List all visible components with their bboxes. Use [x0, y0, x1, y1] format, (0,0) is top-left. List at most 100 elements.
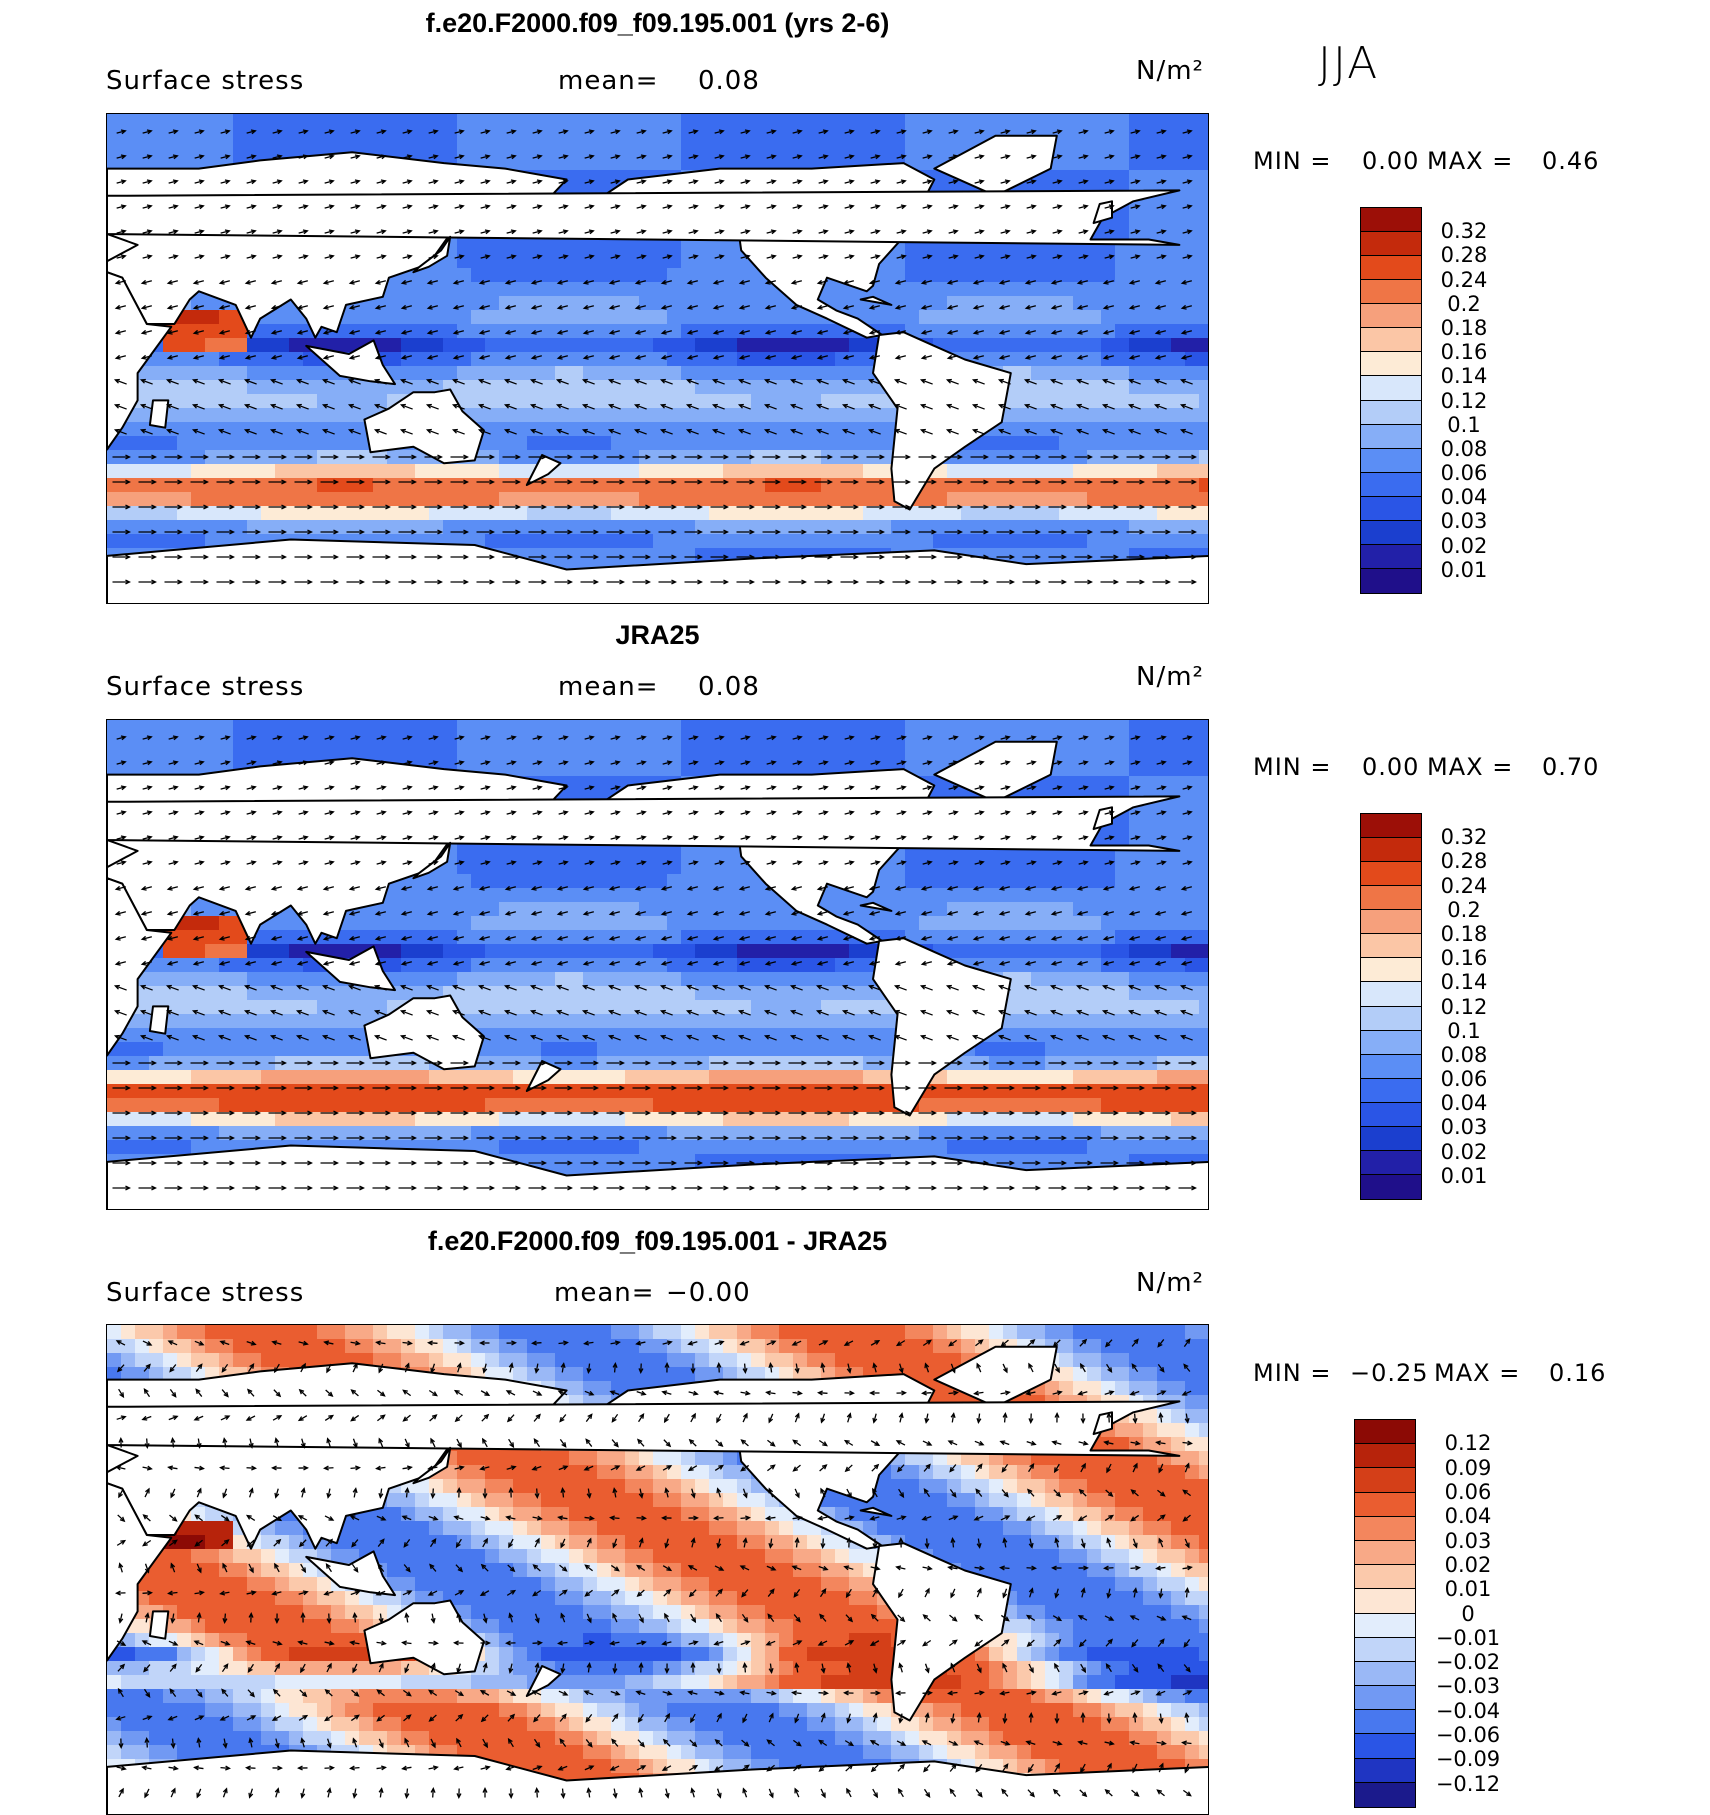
field-cell — [737, 534, 752, 549]
arrow-icon — [688, 229, 699, 235]
field-cell — [961, 114, 976, 129]
field-cell — [415, 338, 430, 353]
field-cell — [625, 720, 640, 735]
arrow-icon — [606, 529, 625, 535]
field-cell — [723, 324, 738, 339]
arrow-icon — [1126, 529, 1145, 535]
field-cell — [835, 506, 850, 521]
field-cell — [233, 338, 248, 353]
field-cell — [723, 930, 738, 945]
field-cell — [177, 142, 192, 157]
field-cell — [1045, 534, 1060, 549]
field-cell — [191, 422, 206, 437]
arrow-icon — [762, 579, 781, 585]
field-cell — [667, 436, 682, 451]
field-cell — [667, 338, 682, 353]
field-cell — [135, 748, 150, 763]
field-cell — [681, 874, 696, 889]
field-cell — [233, 734, 248, 749]
field-cell — [723, 352, 738, 367]
field-cell — [625, 930, 640, 945]
arrow-icon — [632, 454, 651, 460]
field-cell — [835, 520, 850, 535]
field-cell — [541, 240, 556, 255]
field-cell — [1115, 860, 1130, 875]
field-cell — [121, 464, 136, 479]
field-cell — [1115, 888, 1130, 903]
field-cell — [933, 282, 948, 297]
landmass-madagascar — [148, 399, 170, 429]
arrow-icon — [762, 529, 781, 535]
field-cell — [331, 720, 346, 735]
field-cell — [471, 748, 486, 763]
arrow-icon — [142, 179, 153, 185]
field-cell — [205, 338, 220, 353]
arrow-icon — [1128, 279, 1140, 285]
field-cell — [597, 888, 612, 903]
arrow-icon — [892, 479, 911, 485]
field-cell — [1059, 338, 1074, 353]
field-cell — [415, 492, 430, 507]
field-cell — [905, 254, 920, 269]
field-cell — [527, 534, 542, 549]
arrow-icon — [736, 554, 755, 560]
arrow-icon — [1156, 179, 1167, 185]
arrow-icon — [450, 579, 469, 585]
field-cell — [877, 422, 892, 437]
arrow-icon — [632, 579, 651, 585]
field-cell — [569, 748, 584, 763]
field-cell — [919, 520, 934, 535]
field-cell — [1157, 832, 1172, 847]
field-cell — [695, 734, 710, 749]
arrow-icon — [766, 204, 777, 210]
field-cell — [723, 916, 738, 931]
field-cell — [569, 142, 584, 157]
field-cell — [1045, 114, 1060, 129]
field-cell — [499, 408, 514, 423]
arrow-icon — [425, 378, 439, 385]
field-cell — [807, 534, 822, 549]
field-cell — [1087, 734, 1102, 749]
field-cell — [527, 520, 542, 535]
arrow-icon — [138, 454, 157, 460]
arrow-icon — [866, 479, 885, 485]
field-cell — [905, 874, 920, 889]
field-cell — [611, 142, 626, 157]
field-cell — [1003, 310, 1018, 325]
field-cell — [331, 422, 346, 437]
field-cell — [639, 436, 654, 451]
field-cell — [989, 930, 1004, 945]
field-cell — [429, 338, 444, 353]
field-cell — [401, 478, 416, 493]
field-cell — [947, 114, 962, 129]
field-cell — [737, 916, 752, 931]
field-cell — [919, 114, 934, 129]
field-cell — [737, 492, 752, 507]
colorbar-swatch — [1361, 352, 1421, 377]
arrow-icon — [1104, 129, 1115, 135]
field-cell — [583, 128, 598, 143]
arrow-icon — [922, 254, 933, 260]
field-cell — [695, 394, 710, 409]
field-cell — [513, 478, 528, 493]
field-cell — [527, 380, 542, 395]
field-cell — [1087, 394, 1102, 409]
field-cell — [1143, 254, 1158, 269]
field-cell — [975, 534, 990, 549]
field-cell — [1017, 254, 1032, 269]
arrow-icon — [1179, 403, 1193, 410]
field-cell — [107, 464, 122, 479]
field-cell — [583, 762, 598, 777]
field-cell — [1157, 506, 1172, 521]
field-cell — [667, 548, 682, 563]
arrow-icon — [168, 254, 179, 260]
field-cell — [261, 478, 276, 493]
field-cell — [1059, 422, 1074, 437]
arrow-icon — [272, 204, 283, 210]
field-cell — [597, 478, 612, 493]
arrow-icon — [610, 179, 621, 185]
arrow-icon — [270, 304, 282, 310]
field-cell — [1143, 478, 1158, 493]
field-cell — [233, 380, 248, 395]
field-cell — [457, 296, 472, 311]
